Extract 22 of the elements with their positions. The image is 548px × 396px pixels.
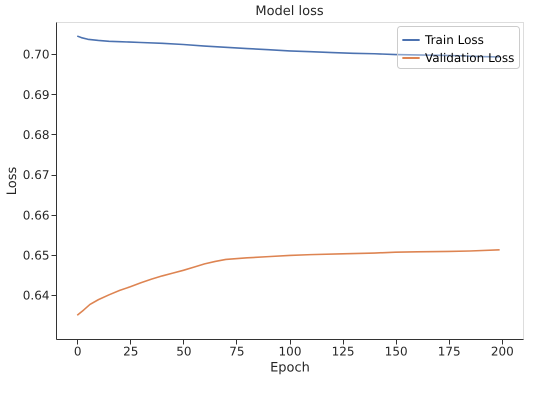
y-tick-label: 0.65 [22, 248, 50, 263]
x-tick-label: 50 [176, 344, 192, 358]
x-tick-label: 125 [332, 344, 355, 358]
y-tick-label: 0.67 [22, 168, 50, 182]
x-tick-label: 100 [278, 344, 302, 358]
x-tick-label: 175 [438, 344, 461, 358]
y-tick-label: 0.70 [22, 48, 50, 62]
x-tick-label: 200 [490, 344, 514, 358]
line-series [76, 249, 500, 316]
x-tick-label: 0 [74, 344, 82, 358]
chart-title: Model loss [255, 4, 324, 19]
legend-label: Validation Loss [425, 51, 514, 65]
y-tick-label: 0.68 [22, 128, 50, 142]
y-tick-label: 0.66 [22, 208, 50, 222]
y-tick-label: 0.69 [22, 88, 50, 102]
y-axis-title: Loss [4, 166, 20, 196]
x-tick-label: 25 [123, 344, 138, 358]
x-tick-label: 75 [229, 344, 245, 358]
x-axis-title: Epoch [270, 360, 310, 376]
y-tick-label: 0.64 [22, 288, 50, 303]
legend-label: Train Loss [424, 33, 484, 47]
x-tick-label: 150 [384, 344, 408, 358]
